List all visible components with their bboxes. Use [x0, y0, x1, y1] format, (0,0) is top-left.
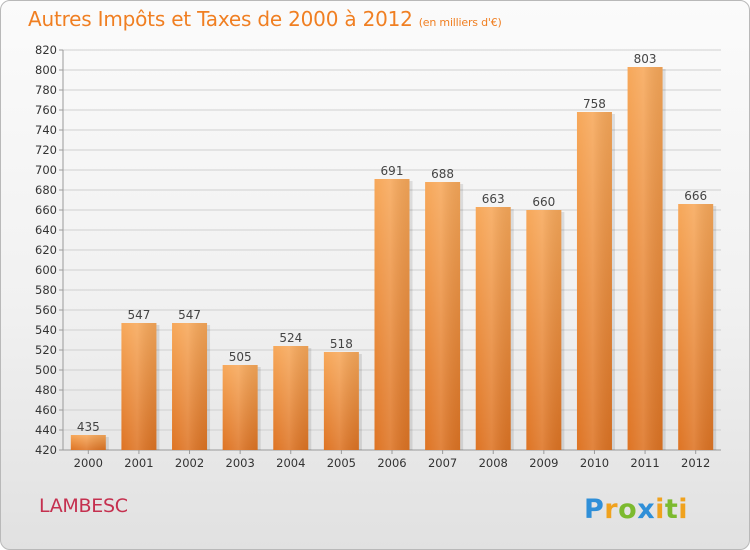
y-tick-label: 480	[35, 383, 57, 397]
bar-shine	[627, 67, 663, 450]
bar-shine	[222, 365, 258, 450]
y-tick-label: 460	[35, 403, 57, 417]
value-label-2000: 435	[77, 420, 100, 434]
x-tick-label-2007: 2007	[428, 456, 457, 470]
x-tick-label-2009: 2009	[529, 456, 558, 470]
y-tick-label: 720	[35, 143, 57, 157]
y-tick-label: 440	[35, 423, 57, 437]
bar-shine	[678, 204, 714, 450]
value-label-2001: 547	[127, 308, 150, 322]
y-tick-label: 820	[35, 43, 57, 57]
bar-shine	[323, 352, 359, 450]
y-tick-label: 520	[35, 343, 57, 357]
y-tick-label: 600	[35, 263, 57, 277]
value-label-2008: 663	[482, 192, 505, 206]
y-tick-label: 640	[35, 223, 57, 237]
y-tick-label: 660	[35, 203, 57, 217]
x-tick-label-2003: 2003	[226, 456, 255, 470]
y-tick-label: 800	[35, 63, 57, 77]
label-layer: 2000 435 2001 547 2002 547 2003 505 2004 524 2005 5…	[74, 52, 711, 470]
bar-shine	[475, 207, 511, 450]
town-name: LAMBESC	[39, 495, 128, 517]
proxiti-logo: Proxiti	[584, 488, 694, 535]
logo-graphic: Proxiti	[584, 494, 688, 525]
x-tick-label-2000: 2000	[74, 456, 103, 470]
svg-text:Proxiti: Proxiti	[584, 494, 688, 525]
x-tick-label-2005: 2005	[327, 456, 356, 470]
bar-shine	[121, 323, 157, 450]
value-label-2012: 666	[684, 189, 707, 203]
y-tick-label: 700	[35, 163, 57, 177]
value-label-2004: 524	[279, 331, 302, 345]
value-label-2005: 518	[330, 337, 353, 351]
x-tick-label-2006: 2006	[377, 456, 406, 470]
value-label-2007: 688	[431, 167, 454, 181]
y-tick-label: 540	[35, 323, 57, 337]
x-tick-label-2011: 2011	[630, 456, 659, 470]
y-tick-label: 620	[35, 243, 57, 257]
x-tick-label-2004: 2004	[276, 456, 305, 470]
title-text: Autres Impôts et Taxes de 2000 à 2012	[28, 7, 413, 31]
y-tick-label: 500	[35, 363, 57, 377]
bar-shine	[374, 179, 410, 450]
bar-shine	[526, 210, 562, 450]
value-label-2011: 803	[634, 52, 657, 66]
x-tick-label-2012: 2012	[681, 456, 710, 470]
x-tick-label-2008: 2008	[479, 456, 508, 470]
chart-title: Autres Impôts et Taxes de 2000 à 2012 (en…	[28, 7, 502, 31]
y-tick-label: 740	[35, 123, 57, 137]
bar-shine	[425, 182, 461, 450]
title-unit: (en milliers d'€)	[418, 16, 502, 29]
y-tick-label: 780	[35, 83, 57, 97]
y-tick-label: 420	[35, 443, 57, 457]
x-tick-label-2010: 2010	[580, 456, 609, 470]
value-label-2009: 660	[532, 195, 555, 209]
bar-shine	[273, 346, 309, 450]
y-tick-label: 680	[35, 183, 57, 197]
y-tick-label: 560	[35, 303, 57, 317]
bar-shine	[172, 323, 208, 450]
y-tick-label: 760	[35, 103, 57, 117]
bar-shine	[576, 112, 612, 450]
x-tick-label-2002: 2002	[175, 456, 204, 470]
value-label-2006: 691	[381, 164, 404, 178]
y-tick-label: 580	[35, 283, 57, 297]
value-label-2003: 505	[229, 350, 252, 364]
value-label-2002: 547	[178, 308, 201, 322]
bar-layer	[70, 67, 717, 450]
x-tick-label-2001: 2001	[124, 456, 153, 470]
bar-shine	[70, 435, 106, 450]
value-label-2010: 758	[583, 97, 606, 111]
